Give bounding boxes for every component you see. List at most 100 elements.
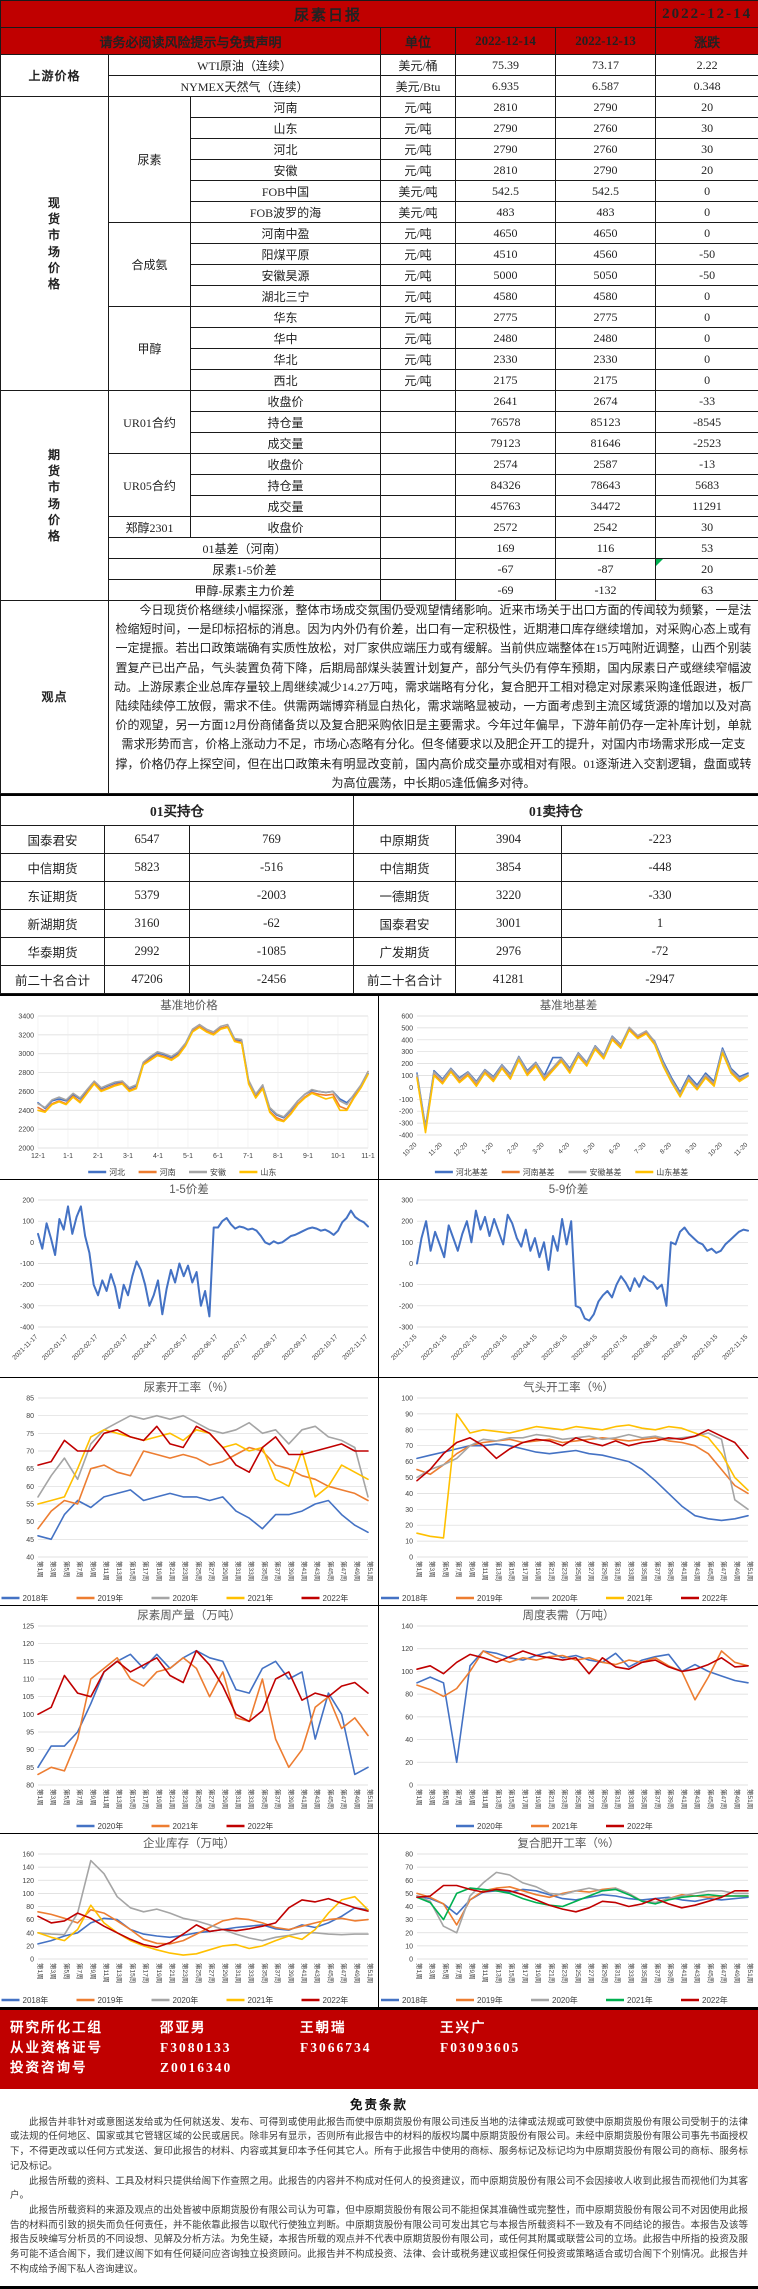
value-prev: 34472 <box>556 496 656 517</box>
value-prev: 116 <box>556 538 656 559</box>
svg-text:第37周: 第37周 <box>274 1561 283 1581</box>
svg-text:85: 85 <box>26 1765 34 1772</box>
svg-text:3000: 3000 <box>18 1051 34 1058</box>
analyst-footer-cell: 王兴广 <box>440 2018 600 2038</box>
svg-text:6-20: 6-20 <box>608 1141 622 1155</box>
svg-text:60: 60 <box>405 1459 413 1466</box>
svg-text:20: 20 <box>405 1760 413 1767</box>
svg-text:第23周: 第23周 <box>561 1789 570 1809</box>
item-label: 收盘价 <box>191 391 381 412</box>
svg-text:105: 105 <box>22 1694 34 1701</box>
analyst-footer-cell: F03093605 <box>440 2038 600 2058</box>
svg-text:2021-11-17: 2021-11-17 <box>11 1333 39 1361</box>
svg-text:2022-06-17: 2022-06-17 <box>191 1333 220 1362</box>
sell-positions-title: 01卖持仓 <box>354 795 758 826</box>
value-prev: 73.17 <box>556 55 656 76</box>
svg-text:60: 60 <box>26 1484 34 1491</box>
unit-cell: 美元/Btu <box>381 76 456 97</box>
svg-text:3400: 3400 <box>18 1013 34 1020</box>
svg-text:2022年: 2022年 <box>702 1593 728 1603</box>
buy-broker-name: 前二十名合计 <box>1 965 105 993</box>
svg-text:2018年: 2018年 <box>23 1593 49 1603</box>
svg-text:125: 125 <box>22 1623 34 1630</box>
item-label: 尿素1-5价差 <box>109 559 381 580</box>
svg-text:第25周: 第25周 <box>574 1789 583 1809</box>
buy-position: 6547 <box>105 825 190 853</box>
svg-text:企业库存（万吨）: 企业库存（万吨） <box>143 1836 235 1850</box>
buy-broker-name: 国泰君安 <box>1 825 105 853</box>
value-change: 0 <box>656 286 758 307</box>
svg-text:-100: -100 <box>399 1097 413 1104</box>
analyst-footer-cell: F3066734 <box>300 2038 440 2058</box>
svg-text:第7周: 第7周 <box>455 1789 464 1806</box>
svg-text:第5周: 第5周 <box>62 1561 71 1578</box>
svg-text:第15周: 第15周 <box>128 1789 137 1809</box>
item-label: 持仓量 <box>191 412 381 433</box>
svg-text:2019年: 2019年 <box>98 1995 124 2005</box>
svg-text:第43周: 第43周 <box>313 1963 322 1983</box>
unit-cell: 元/吨 <box>381 244 456 265</box>
value-prev: 2330 <box>556 349 656 370</box>
item-label: 华东 <box>191 307 381 328</box>
svg-text:0: 0 <box>409 1782 413 1789</box>
svg-text:第21周: 第21周 <box>168 1561 177 1581</box>
svg-text:第1周: 第1周 <box>36 1963 45 1980</box>
svg-text:第25周: 第25周 <box>194 1963 203 1983</box>
value-prev: 2760 <box>556 139 656 160</box>
svg-text:100: 100 <box>401 1669 413 1676</box>
value-change: -8545 <box>656 412 758 433</box>
svg-text:第11周: 第11周 <box>102 1789 111 1809</box>
svg-text:第7周: 第7周 <box>76 1963 85 1980</box>
svg-text:第45周: 第45周 <box>326 1561 335 1581</box>
svg-text:第41周: 第41周 <box>300 1561 309 1581</box>
svg-text:2022年: 2022年 <box>323 1995 349 2005</box>
sell-position-change: -448 <box>562 853 758 881</box>
svg-text:第51周: 第51周 <box>746 1789 755 1809</box>
svg-text:70: 70 <box>405 1865 413 1872</box>
value-change: 63 <box>656 580 758 601</box>
svg-text:第37周: 第37周 <box>653 1789 662 1809</box>
disclaimer-title: 免责条款 <box>10 2094 748 2113</box>
svg-text:山东: 山东 <box>260 1167 276 1177</box>
svg-text:第49周: 第49周 <box>733 1789 742 1809</box>
value-change: 0 <box>656 370 758 391</box>
buy-position: 5379 <box>105 881 190 909</box>
svg-text:第19周: 第19周 <box>155 1789 164 1809</box>
svg-text:第15周: 第15周 <box>128 1963 137 1983</box>
value-today: 5000 <box>456 265 556 286</box>
disclaimer-section: 免责条款 此报告并非针对或意图送发给或为任何就送发、发布、可得到或使用此报告而使… <box>0 2089 758 2286</box>
item-label: 甲醇-尿素主力价差 <box>109 580 381 601</box>
svg-text:第31周: 第31周 <box>614 1789 623 1809</box>
svg-text:尿素开工率（%）: 尿素开工率（%） <box>144 1380 235 1394</box>
svg-text:第25周: 第25周 <box>574 1963 583 1983</box>
item-label: 河南 <box>191 97 381 118</box>
svg-text:第17周: 第17周 <box>521 1789 530 1809</box>
svg-text:第49周: 第49周 <box>353 1561 362 1581</box>
svg-text:第11周: 第11周 <box>102 1963 111 1983</box>
value-prev: 2790 <box>556 97 656 118</box>
unit-cell <box>381 475 456 496</box>
svg-text:第29周: 第29周 <box>221 1789 230 1809</box>
analyst-footer-cell: 投资咨询号 <box>10 2058 160 2078</box>
svg-text:第3周: 第3周 <box>49 1963 58 1980</box>
unit-cell: 元/吨 <box>381 265 456 286</box>
svg-text:第5周: 第5周 <box>62 1789 71 1806</box>
svg-text:第29周: 第29周 <box>221 1561 230 1581</box>
svg-text:9-20: 9-20 <box>684 1141 698 1155</box>
value-change: 0 <box>656 307 758 328</box>
svg-text:第27周: 第27周 <box>208 1963 217 1983</box>
value-today: -69 <box>456 580 556 601</box>
svg-text:-100: -100 <box>399 1282 413 1289</box>
svg-text:2022年: 2022年 <box>702 1995 728 2005</box>
svg-text:0: 0 <box>30 1956 34 1963</box>
svg-text:第5周: 第5周 <box>441 1963 450 1980</box>
value-change: 30 <box>656 139 758 160</box>
unit-cell <box>381 391 456 412</box>
svg-text:第25周: 第25周 <box>574 1561 583 1581</box>
svg-text:2800: 2800 <box>18 1070 34 1077</box>
sell-position: 3854 <box>456 853 562 881</box>
